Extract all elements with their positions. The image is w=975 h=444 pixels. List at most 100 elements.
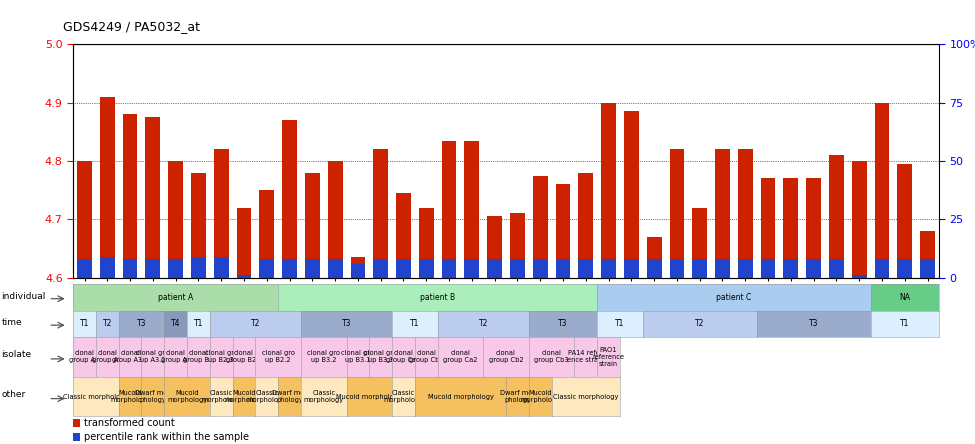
Bar	[145, 117, 160, 278]
Bar	[442, 141, 456, 278]
Bar	[73, 433, 80, 441]
Text: T3: T3	[809, 319, 818, 329]
Bar	[692, 259, 707, 278]
Bar	[123, 259, 137, 278]
Bar	[237, 275, 252, 278]
Bar	[191, 173, 206, 278]
Bar	[646, 259, 661, 278]
Bar	[602, 259, 616, 278]
Bar	[760, 259, 775, 278]
Bar	[373, 149, 388, 278]
Bar	[578, 259, 593, 278]
Bar	[646, 237, 661, 278]
Text: clonal gro
up B2.3: clonal gro up B2.3	[205, 350, 238, 364]
Bar	[305, 173, 320, 278]
Bar	[920, 231, 935, 278]
Text: T1: T1	[80, 319, 89, 329]
Text: transformed count: transformed count	[84, 419, 175, 428]
Bar	[282, 120, 297, 278]
Text: T4: T4	[171, 319, 180, 329]
Text: clonal
group A2: clonal group A2	[93, 350, 123, 364]
Bar	[99, 97, 115, 278]
Text: T3: T3	[136, 319, 146, 329]
Text: GDS4249 / PA5032_at: GDS4249 / PA5032_at	[63, 20, 201, 33]
Text: clonal
group Cb2: clonal group Cb2	[488, 350, 524, 364]
Text: Classic
morphology: Classic morphology	[247, 390, 287, 403]
Bar	[760, 178, 775, 278]
Bar	[670, 259, 684, 278]
Bar	[806, 259, 821, 278]
Bar	[214, 257, 228, 278]
Text: percentile rank within the sample: percentile rank within the sample	[84, 432, 249, 442]
Bar	[351, 257, 366, 278]
Text: T1: T1	[615, 319, 625, 329]
Bar	[419, 208, 434, 278]
Bar	[532, 259, 548, 278]
Bar	[624, 259, 639, 278]
Text: clonal
group A1: clonal group A1	[69, 350, 99, 364]
Bar	[328, 161, 342, 278]
Text: other: other	[1, 390, 25, 399]
Bar	[99, 257, 115, 278]
Text: clonal gro
up A3.2: clonal gro up A3.2	[136, 350, 170, 364]
Bar	[214, 149, 228, 278]
Bar	[670, 149, 684, 278]
Bar	[602, 103, 616, 278]
Text: T1: T1	[900, 319, 910, 329]
Bar	[259, 259, 274, 278]
Bar	[373, 259, 388, 278]
Text: T2: T2	[102, 319, 112, 329]
Text: Mucoid
morphology: Mucoid morphology	[167, 390, 207, 403]
Text: isolate: isolate	[1, 350, 31, 360]
Text: patient B: patient B	[420, 293, 455, 302]
Bar	[396, 193, 410, 278]
Text: T2: T2	[479, 319, 488, 329]
Bar	[510, 259, 525, 278]
Text: clonal
group A3.1: clonal group A3.1	[112, 350, 148, 364]
Bar	[715, 259, 730, 278]
Bar	[488, 259, 502, 278]
Bar	[169, 259, 183, 278]
Text: T2: T2	[251, 319, 260, 329]
Text: clonal
group Ca1: clonal group Ca1	[386, 350, 420, 364]
Text: individual: individual	[1, 292, 46, 301]
Text: clonal
group B2.1: clonal group B2.1	[226, 350, 262, 364]
Bar	[829, 155, 843, 278]
Bar	[396, 259, 410, 278]
Text: T1: T1	[410, 319, 419, 329]
Text: Mucoid
morphology: Mucoid morphology	[224, 390, 264, 403]
Bar	[351, 264, 366, 278]
Bar	[464, 141, 480, 278]
Bar	[510, 214, 525, 278]
Bar	[259, 190, 274, 278]
Bar	[875, 259, 889, 278]
Text: patient C: patient C	[717, 293, 752, 302]
Bar	[852, 161, 867, 278]
Text: Dwarf mor
phology: Dwarf mor phology	[272, 390, 307, 403]
Bar	[806, 178, 821, 278]
Bar	[897, 259, 913, 278]
Bar	[556, 259, 570, 278]
Text: Mucoid
morphology: Mucoid morphology	[110, 390, 150, 403]
Bar	[73, 420, 80, 428]
Text: clonal gro
up B3.1: clonal gro up B3.1	[341, 350, 374, 364]
Bar	[852, 275, 867, 278]
Text: clonal
group Cb1: clonal group Cb1	[410, 350, 444, 364]
Bar	[624, 111, 639, 278]
Bar	[191, 257, 206, 278]
Bar	[784, 259, 799, 278]
Text: Classic
morphology: Classic morphology	[303, 390, 344, 403]
Text: Classic
morphology: Classic morphology	[201, 390, 241, 403]
Bar	[419, 259, 434, 278]
Text: Classic
morphology: Classic morphology	[383, 390, 423, 403]
Bar	[328, 259, 342, 278]
Bar	[305, 259, 320, 278]
Text: Mucoid morphology: Mucoid morphology	[427, 394, 493, 400]
Text: clonal gro
up B3.2: clonal gro up B3.2	[307, 350, 340, 364]
Text: clonal
group Cb3: clonal group Cb3	[534, 350, 568, 364]
Bar	[488, 216, 502, 278]
Text: NA: NA	[899, 293, 911, 302]
Bar	[784, 178, 799, 278]
Bar	[464, 259, 480, 278]
Bar	[77, 259, 92, 278]
